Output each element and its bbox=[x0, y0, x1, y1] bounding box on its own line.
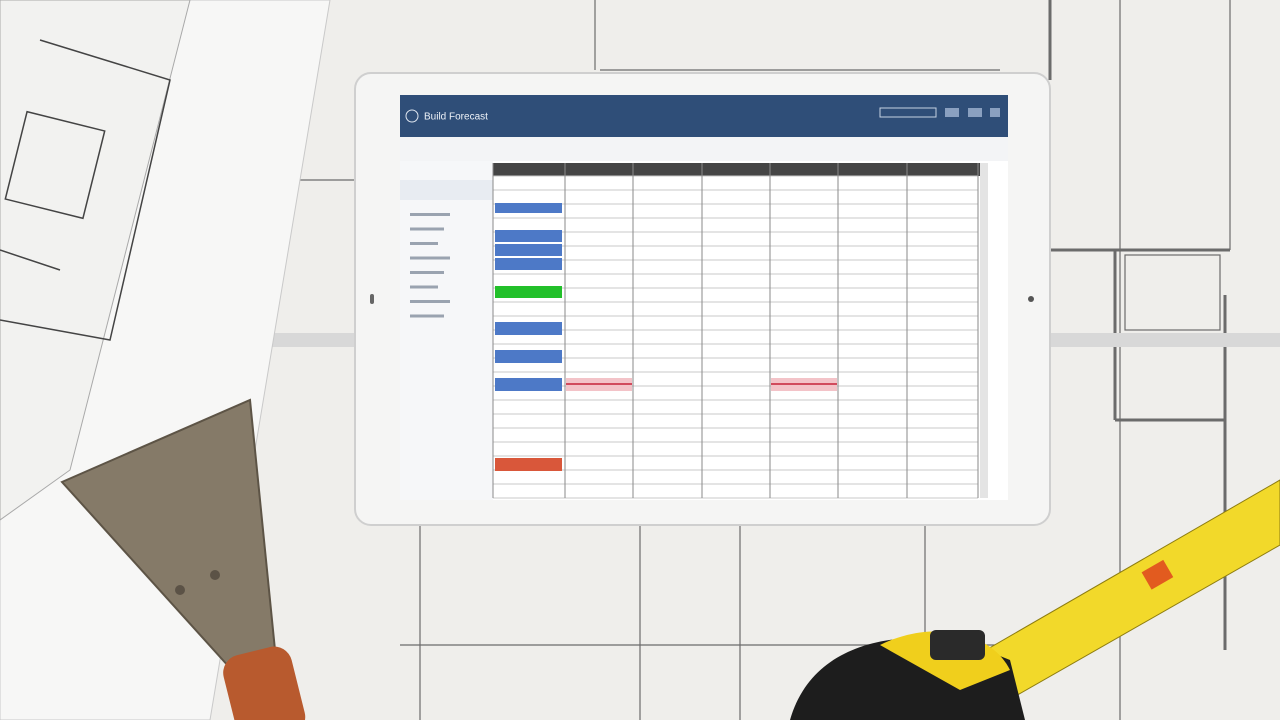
sidebar-item bbox=[410, 213, 450, 216]
app-title: Build Forecast bbox=[424, 112, 488, 123]
tablet-camera bbox=[1028, 296, 1034, 302]
header-search[interactable] bbox=[879, 107, 937, 118]
sidebar-item bbox=[410, 314, 444, 318]
spreadsheet-grid bbox=[410, 163, 979, 499]
scraper bbox=[60, 398, 306, 720]
toolbar bbox=[400, 137, 1008, 161]
roll-drawing bbox=[0, 39, 171, 341]
app-logo bbox=[405, 109, 419, 123]
highlighted-cells bbox=[495, 203, 837, 471]
sidebar-item bbox=[410, 300, 450, 303]
sidebar-item bbox=[410, 285, 438, 289]
roll-room bbox=[4, 110, 106, 220]
app-header bbox=[400, 95, 1008, 137]
roll-line bbox=[0, 249, 61, 271]
header-icon[interactable] bbox=[968, 108, 982, 117]
blue-cell bbox=[495, 378, 562, 391]
grid-header bbox=[493, 163, 980, 176]
scraper-rivet bbox=[210, 570, 220, 580]
roll-line bbox=[0, 39, 171, 341]
sidebar-item bbox=[410, 271, 444, 274]
scraper-rivet bbox=[175, 585, 185, 595]
tape-marker bbox=[1141, 559, 1174, 590]
header-icon[interactable] bbox=[945, 108, 959, 117]
sidebar-item bbox=[410, 227, 444, 231]
tape-lock bbox=[930, 630, 985, 660]
scraper-handle bbox=[223, 646, 306, 720]
blueprint-room bbox=[1124, 254, 1221, 331]
green-cell bbox=[495, 286, 562, 298]
blue-cell bbox=[495, 258, 562, 270]
sidebar bbox=[400, 161, 493, 500]
tablet: Build Forecast bbox=[354, 72, 1051, 526]
rolled-blueprint bbox=[0, 0, 331, 720]
blue-cell bbox=[495, 350, 562, 363]
blue-cell bbox=[495, 322, 562, 335]
sidebar-item bbox=[410, 242, 438, 245]
blue-cell bbox=[495, 230, 562, 242]
tape-measure bbox=[790, 479, 1280, 720]
paper-sheet bbox=[0, 0, 191, 521]
blue-cell bbox=[495, 244, 562, 256]
tablet-button bbox=[370, 294, 374, 304]
red-cell bbox=[495, 458, 562, 471]
blue-cell bbox=[495, 203, 562, 213]
sidebar-selected[interactable] bbox=[400, 180, 493, 200]
sidebar-item bbox=[410, 256, 450, 260]
scrollbar[interactable] bbox=[980, 163, 988, 498]
header-icon[interactable] bbox=[990, 108, 1000, 117]
